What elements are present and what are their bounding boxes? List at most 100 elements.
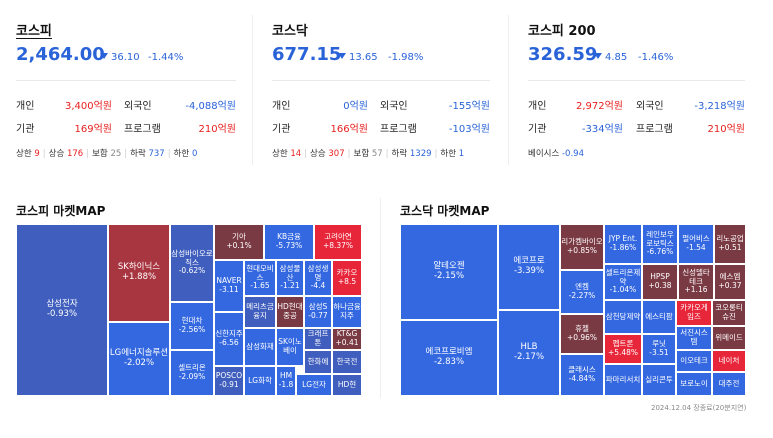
map-tile[interactable]: 클래시스 -4.84% bbox=[560, 354, 604, 396]
tile-change: -1.8 bbox=[278, 380, 294, 389]
map-tile[interactable]: 이오테크 bbox=[676, 350, 712, 372]
map-tile[interactable]: 코오롱티슈진 bbox=[712, 300, 746, 326]
tile-change: +1.16 bbox=[684, 285, 708, 295]
map-tile[interactable]: 에코프로비엠 -2.83% bbox=[400, 320, 498, 396]
tile-change: -0.62% bbox=[178, 266, 206, 276]
map-tile[interactable]: POSCO -0.91 bbox=[214, 366, 244, 396]
map-tile[interactable]: HLB -2.17% bbox=[498, 310, 560, 396]
tile-name: 삼성생명 bbox=[307, 264, 329, 282]
map-tile[interactable]: 네이처 bbox=[712, 350, 746, 372]
investor-value: -155억원 bbox=[448, 101, 490, 112]
map-tile[interactable]: 현대모비스 -1.65 bbox=[244, 260, 276, 296]
map-tile[interactable]: 레인보우로보틱스 -6.76% bbox=[642, 224, 678, 264]
map-tile[interactable]: 루닛 -3.51 bbox=[642, 334, 676, 364]
map-tile[interactable]: 대주전 bbox=[712, 372, 746, 396]
map-tile[interactable]: 셀트리온제약 -1.04% bbox=[604, 264, 642, 300]
map-tile[interactable]: 파마리서치 bbox=[604, 364, 642, 396]
map-tile[interactable]: 에스엠 +0.37 bbox=[714, 264, 746, 300]
map-tile[interactable]: KT&G +0.41 bbox=[332, 328, 362, 350]
map-tile[interactable]: 삼성바이오로직스 -0.62% bbox=[170, 224, 214, 302]
map-tile[interactable]: 엔켐 -2.27% bbox=[560, 270, 604, 314]
map-tile[interactable]: 신한지주 -6.56 bbox=[214, 312, 244, 366]
index-card-kosdaq[interactable]: 코스닥 677.15 13.65 -1.98% 개인 0억원 외국인 -155억… bbox=[272, 0, 490, 175]
tile-change: +0.96% bbox=[566, 333, 598, 342]
map-tile[interactable]: 펩트론 +5.48% bbox=[604, 334, 642, 364]
map-tile[interactable]: 현대차 -2.56% bbox=[170, 302, 214, 350]
index-name[interactable]: 코스피 bbox=[16, 24, 52, 39]
map-tile[interactable]: HD현 bbox=[332, 374, 362, 396]
tile-name: HM bbox=[279, 371, 293, 381]
investor-value: 210억원 bbox=[707, 124, 746, 135]
tile-change: -3.51 bbox=[649, 348, 669, 357]
change-value: 36.10 bbox=[111, 52, 140, 63]
map-tile[interactable]: 한국전 bbox=[332, 350, 362, 374]
map-tile[interactable]: SK이노베이 bbox=[276, 328, 304, 366]
map-tile[interactable]: LG화학 bbox=[244, 366, 276, 396]
tile-name: 이오테크 bbox=[680, 355, 708, 365]
tile-change: +8.37% bbox=[322, 241, 354, 250]
map-tile[interactable]: NAVER -3.11 bbox=[214, 260, 244, 312]
map-tile[interactable]: HPSP +0.38 bbox=[642, 264, 678, 300]
tile-name: KB금융 bbox=[277, 232, 301, 242]
index-card-kospi[interactable]: 코스피 2,464.00 36.10 -1.44% 개인 3,400억원 외국인… bbox=[16, 0, 236, 175]
map-tile[interactable]: 카카오게임즈 bbox=[676, 300, 712, 326]
map-tile[interactable]: 삼성화재 bbox=[244, 328, 276, 366]
map-tile[interactable]: 보로노이 bbox=[676, 372, 712, 396]
map-tile[interactable]: 리노공업 +0.51 bbox=[714, 224, 746, 264]
map-tile[interactable]: 위메이드 bbox=[712, 326, 746, 350]
map-tile[interactable]: LG에너지솔루션 -2.02% bbox=[108, 322, 170, 396]
tile-name: LG에너지솔루션 bbox=[109, 348, 169, 359]
map-tile[interactable]: 삼성생명 -4.4 bbox=[304, 260, 332, 296]
map-tile[interactable]: 고려아연 +8.37% bbox=[314, 224, 362, 260]
map-tile[interactable]: 에스티팜 bbox=[642, 300, 676, 334]
tile-name: 리가켐바이오 bbox=[561, 237, 603, 247]
map-tile[interactable]: 메리츠금융지 bbox=[244, 296, 276, 328]
map-tile[interactable]: 셀트리온 -2.09% bbox=[170, 350, 214, 396]
map-tile[interactable]: 삼천당제약 bbox=[604, 300, 642, 334]
map-tile[interactable]: 삼성S -0.77 bbox=[304, 296, 332, 328]
down-arrow-icon bbox=[100, 53, 108, 59]
tile-name: 펄어비스 bbox=[682, 234, 710, 244]
index-pct: -1.98% bbox=[388, 52, 424, 63]
tile-name: LG전자 bbox=[302, 379, 326, 389]
tile-name: 파마리서치 bbox=[605, 374, 641, 384]
index-change: 13.65 bbox=[338, 52, 378, 63]
divider bbox=[272, 80, 490, 81]
map-tile[interactable]: 펄어비스 -1.54 bbox=[678, 224, 714, 264]
tile-change: -6.76% bbox=[646, 247, 674, 257]
tile-change: -2.56% bbox=[178, 325, 206, 334]
map-tile[interactable]: 서진시스템 bbox=[676, 326, 712, 350]
map-tile[interactable]: 실리콘투 bbox=[642, 364, 676, 396]
index-name[interactable]: 코스닥 bbox=[272, 24, 308, 39]
investor-value: -103억원 bbox=[448, 124, 490, 135]
tile-change: -2.02% bbox=[123, 358, 155, 368]
map-tile[interactable]: 삼성물산 -1.21 bbox=[276, 260, 304, 296]
index-name[interactable]: 코스피 200 bbox=[528, 24, 596, 39]
tile-name: KT&G bbox=[336, 329, 358, 339]
map-tile[interactable]: 하나금융지주 bbox=[332, 296, 362, 328]
map-tile[interactable]: 알테오젠 -2.15% bbox=[400, 224, 498, 320]
map-tile[interactable]: SK하이닉스 +1.88% bbox=[108, 224, 170, 322]
tile-name: HD현대중공 bbox=[277, 302, 303, 320]
map-tile[interactable]: 휴젤 +0.96% bbox=[560, 314, 604, 354]
map-tile[interactable]: HM -1.8 bbox=[276, 366, 296, 396]
map-tile[interactable]: 리가켐바이오 +0.85% bbox=[560, 224, 604, 270]
map-tile[interactable]: 한화에 bbox=[304, 350, 332, 374]
map-tile[interactable]: HD현대중공 bbox=[276, 296, 304, 328]
map-tile[interactable]: 크래프톤 bbox=[304, 328, 332, 350]
map-tile[interactable]: 카카오 +8.5 bbox=[332, 260, 362, 296]
kospi-map-title[interactable]: 코스피 마켓MAP bbox=[16, 204, 106, 218]
map-tile[interactable]: 기아 +0.1% bbox=[214, 224, 264, 260]
map-tile[interactable]: LG전자 bbox=[296, 374, 332, 396]
tile-change: +0.1% bbox=[226, 241, 252, 250]
map-tile[interactable]: JYP Ent. -1.86% bbox=[604, 224, 642, 264]
investor-label: 개인 bbox=[272, 101, 291, 112]
map-tile[interactable]: 신성델타테크 +1.16 bbox=[678, 264, 714, 300]
tile-name: 삼성전자 bbox=[46, 299, 78, 310]
map-tile[interactable]: KB금융 -5.73% bbox=[264, 224, 314, 260]
map-tile[interactable]: 에코프로 -3.39% bbox=[498, 224, 560, 310]
kosdaq-map-title[interactable]: 코스닥 마켓MAP bbox=[400, 204, 490, 218]
tile-change: -1.04% bbox=[609, 285, 637, 295]
map-tile[interactable]: 삼성전자 -0.93% bbox=[16, 224, 108, 396]
index-card-kospi200[interactable]: 코스피 200 326.59 4.85 -1.46% 개인 2,972억원 외국… bbox=[528, 0, 745, 175]
